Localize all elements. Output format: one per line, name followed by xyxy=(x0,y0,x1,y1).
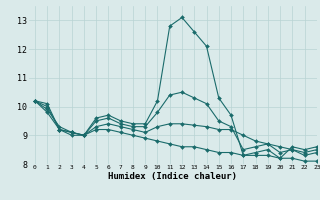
X-axis label: Humidex (Indice chaleur): Humidex (Indice chaleur) xyxy=(108,172,237,181)
